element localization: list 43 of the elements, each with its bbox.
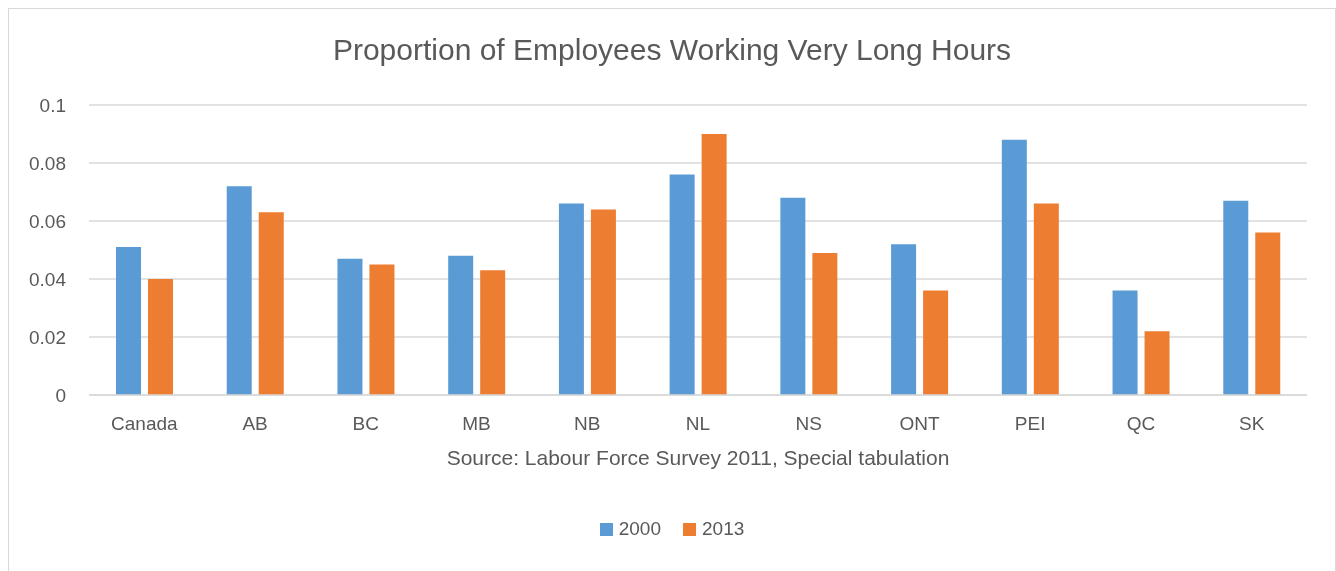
x-tick-label: SK: [1238, 413, 1265, 435]
bar: [701, 134, 727, 395]
y-tick-label: 0.1: [39, 94, 66, 116]
bar: [590, 209, 616, 395]
bar: [1112, 290, 1138, 395]
chart-title: Proportion of Employees Working Very Long Hours: [332, 33, 1012, 66]
y-tick-label: 0.04: [29, 268, 67, 290]
x-tick-label: NS: [795, 413, 822, 435]
bar: [1033, 203, 1059, 395]
x-tick-label: QC: [1126, 413, 1156, 435]
x-tick-label: PEI: [1014, 413, 1046, 435]
bar: [480, 270, 506, 395]
x-tick-label: NL: [685, 413, 711, 435]
bar: [1001, 139, 1027, 395]
x-tick-label: MB: [462, 413, 491, 435]
bar: [1144, 331, 1170, 395]
y-tick-label: 0.02: [29, 326, 66, 348]
bar: [258, 212, 284, 395]
y-tick-label: 0.08: [29, 152, 66, 174]
bar: [369, 264, 395, 395]
bar: [116, 247, 141, 395]
source-note: Source: Labour Force Survey 2011, Special tabulation: [446, 446, 950, 469]
legend-label: 2000: [618, 517, 661, 541]
bar: [1255, 232, 1281, 395]
x-tick-label: BC: [352, 413, 380, 435]
y-tick-label: 0: [55, 384, 66, 406]
legend-label: 2013: [702, 517, 745, 541]
x-tick-label: ONT: [899, 413, 940, 435]
bar: [1223, 200, 1249, 395]
bar: [148, 279, 173, 395]
bar: [226, 186, 252, 395]
x-tick-label: AB: [242, 413, 268, 435]
bar: [923, 290, 949, 395]
bar: [448, 255, 474, 395]
bar: [891, 244, 917, 395]
bar: [558, 203, 584, 395]
bar: [669, 174, 695, 395]
x-tick-label: NB: [574, 413, 601, 435]
bar: [337, 258, 363, 395]
bar: [780, 197, 806, 395]
y-tick-label: 0.06: [29, 210, 66, 232]
x-tick-label: Canada: [111, 413, 179, 435]
bar: [812, 252, 838, 395]
